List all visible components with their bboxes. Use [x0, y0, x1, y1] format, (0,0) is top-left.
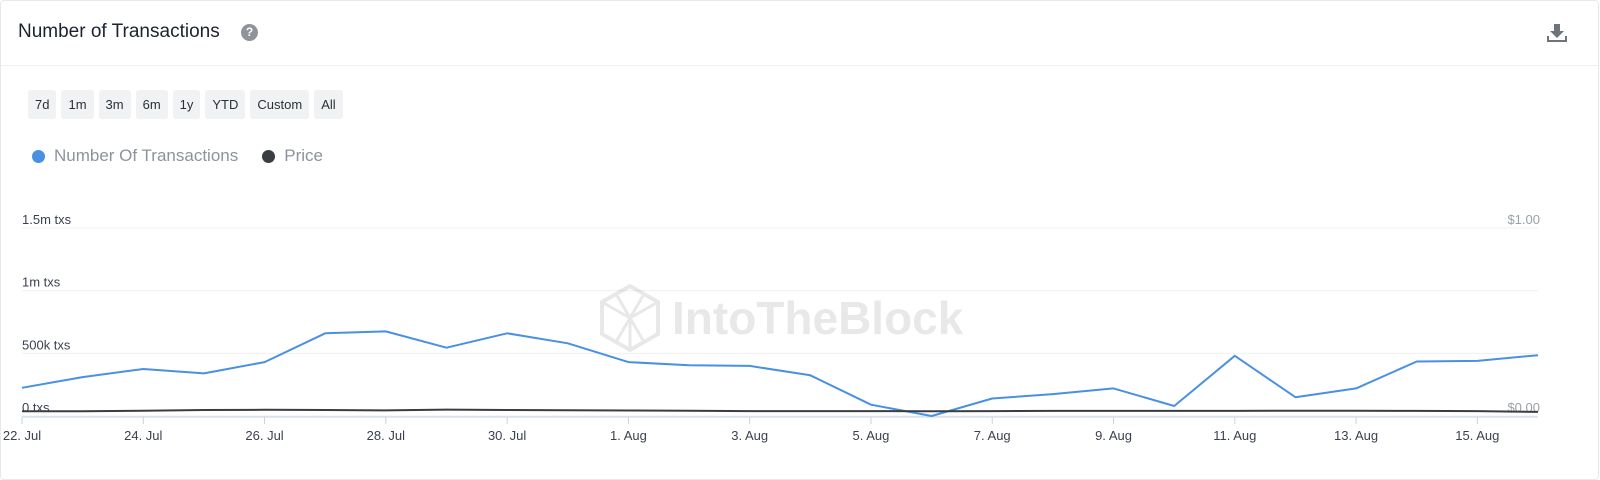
- x-tick-label: 22. Jul: [3, 428, 41, 443]
- y-axis-right: $0.00$1.00: [1507, 212, 1540, 415]
- y-tick-label-left: 500k txs: [22, 337, 71, 352]
- watermark-logo-icon: [600, 283, 660, 353]
- x-tick-label: 24. Jul: [124, 428, 162, 443]
- chart-series: [21, 330, 1539, 417]
- help-icon[interactable]: ?: [241, 24, 258, 41]
- range-all-button[interactable]: All: [314, 90, 343, 119]
- x-tick-label: 11. Aug: [1213, 428, 1256, 443]
- range-7d-button[interactable]: 7d: [28, 90, 57, 119]
- x-tick-label: 7. Aug: [974, 428, 1011, 443]
- range-1m-button[interactable]: 1m: [61, 90, 94, 119]
- x-axis: 22. Jul 24. Jul 26. Jul 28. Jul 30. Jul 1. Au…: [3, 416, 1538, 443]
- watermark-text: IntoTheBlock: [672, 292, 964, 344]
- range-custom-button[interactable]: Custom: [250, 90, 310, 119]
- legend-label-price: Price: [284, 146, 323, 165]
- series-line-transactions: [21, 330, 1539, 417]
- x-tick-label: 30. Jul: [488, 428, 526, 443]
- legend-item-price[interactable]: Price: [262, 146, 323, 166]
- x-tick-label: 9. Aug: [1095, 428, 1132, 443]
- time-range-selector: 7d 1m 3m 6m 1y YTD Custom All: [28, 90, 343, 119]
- x-tick-label: 5. Aug: [853, 428, 890, 443]
- range-3m-button[interactable]: 3m: [98, 90, 131, 119]
- y-axis-left: 0 txs 500k txs 1m txs 1.5m txs: [22, 212, 72, 415]
- x-tick-label: 13. Aug: [1334, 428, 1378, 443]
- download-icon[interactable]: [1545, 21, 1569, 45]
- chart-grid: [22, 227, 1538, 417]
- x-tick-label: 3. Aug: [731, 428, 768, 443]
- x-tick-label: 28. Jul: [367, 428, 405, 443]
- x-tick-label: 1. Aug: [610, 428, 647, 443]
- y-tick-label-right: $1.00: [1507, 212, 1540, 227]
- x-tick-label: 26. Jul: [245, 428, 283, 443]
- x-tick-label: 15. Aug: [1455, 428, 1499, 443]
- watermark: IntoTheBlock: [600, 283, 964, 353]
- chart-title: Number of Transactions: [18, 21, 220, 42]
- range-1y-button[interactable]: 1y: [172, 90, 201, 119]
- y-tick-label-left: 0 txs: [22, 400, 50, 415]
- y-tick-label-left: 1m txs: [22, 275, 61, 290]
- legend-label-transactions: Number Of Transactions: [54, 146, 239, 165]
- legend-dot-price: [262, 149, 276, 163]
- range-ytd-button[interactable]: YTD: [205, 90, 246, 119]
- chart-legend: Number Of Transactions Price: [32, 146, 323, 166]
- legend-dot-transactions: [32, 149, 45, 163]
- legend-item-transactions[interactable]: Number Of Transactions: [32, 146, 238, 166]
- series-line-price: [22, 408, 1539, 413]
- y-tick-label-left: 1.5m txs: [22, 212, 72, 227]
- card-header: Number of Transactions ?: [1, 1, 1598, 66]
- range-6m-button[interactable]: 6m: [135, 90, 168, 119]
